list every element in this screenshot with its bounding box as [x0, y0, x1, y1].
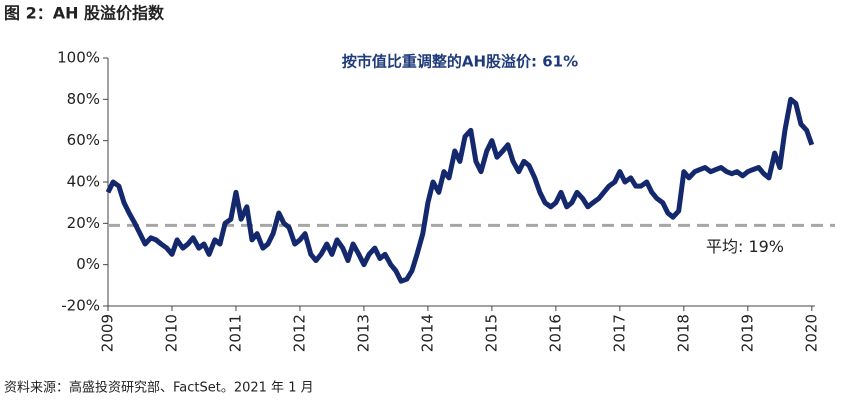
x-tick-label: 2019 — [738, 314, 756, 352]
x-tick-label: 2011 — [226, 314, 244, 352]
y-tick-label: 60% — [67, 131, 100, 149]
x-tick-label: 2016 — [546, 314, 564, 352]
y-tick-label: 80% — [67, 90, 100, 108]
y-tick-label: 40% — [67, 173, 100, 191]
x-tick-label: 2009 — [99, 314, 117, 352]
y-tick-label: -20% — [61, 297, 100, 315]
y-tick-label: 20% — [67, 214, 100, 232]
x-tick-label: 2010 — [162, 314, 180, 352]
x-tick-label: 2020 — [802, 314, 820, 352]
x-tick-label: 2013 — [354, 314, 372, 352]
data-line — [105, 96, 815, 284]
x-tick-label: 2012 — [290, 314, 308, 352]
chart-title: 图 2：AH 股溢价指数 — [4, 4, 165, 23]
x-tick-label: 2018 — [674, 314, 692, 352]
x-tick-label: 2017 — [610, 314, 628, 352]
average-label: 平均: 19% — [706, 237, 784, 256]
x-tick-label: 2015 — [482, 314, 500, 352]
source: 资料来源：高盛投资研究部、FactSet。2021 年 1 月 — [4, 380, 314, 396]
annotation: 按市值比重调整的AH股溢价: 61% — [342, 53, 578, 71]
y-tick-label: 100% — [57, 49, 100, 67]
y-tick-label: 0% — [76, 255, 100, 273]
x-tick-label: 2014 — [418, 314, 436, 352]
